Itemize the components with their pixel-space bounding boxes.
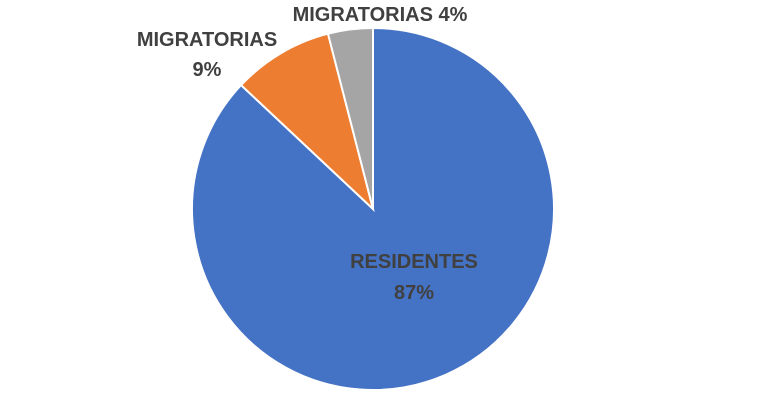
data-label-migratorias-2-line-0: MIGRATORIAS 4% xyxy=(293,4,468,26)
data-label-residentes-0-line-0: RESIDENTES xyxy=(350,251,478,273)
data-label-migratorias-1-line-1: 9% xyxy=(193,59,222,81)
pie-slice-migratorias-2 xyxy=(326,26,374,210)
pie-slice-migratorias-1 xyxy=(239,32,375,213)
data-label-migratorias-1-line-0: MIGRATORIAS xyxy=(137,29,277,51)
data-label-residentes-0-line-1: 87% xyxy=(394,282,434,304)
